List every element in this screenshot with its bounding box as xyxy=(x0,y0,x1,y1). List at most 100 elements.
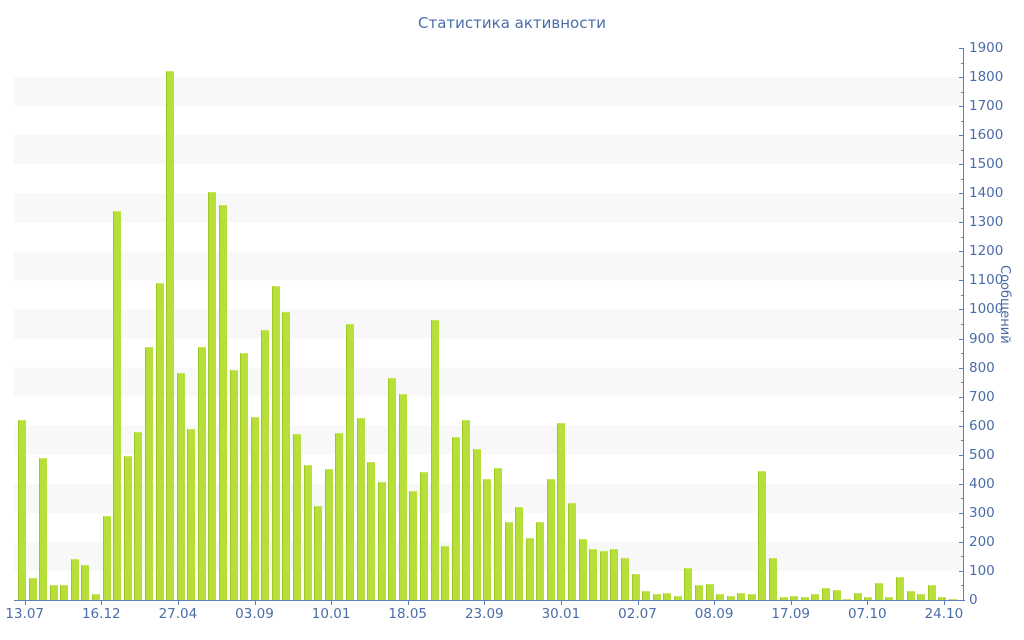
x-axis-line xyxy=(14,599,965,601)
y-minor-tick xyxy=(961,585,964,587)
y-minor-tick xyxy=(961,91,964,93)
bar xyxy=(716,594,725,600)
bar xyxy=(419,472,428,600)
bar xyxy=(821,588,830,600)
bar xyxy=(144,347,153,600)
bar xyxy=(610,549,619,600)
y-major-tick xyxy=(959,222,964,224)
x-tick xyxy=(484,601,486,605)
x-tick xyxy=(943,601,945,605)
bar xyxy=(388,377,397,600)
bar xyxy=(261,329,270,600)
bar xyxy=(790,595,799,600)
y-tick-label: 1900 xyxy=(969,40,1004,56)
y-tick-label: 1200 xyxy=(969,243,1004,260)
bar xyxy=(28,578,37,600)
y-tick-label: 1700 xyxy=(969,98,1004,115)
bar xyxy=(652,594,661,600)
bar xyxy=(271,286,280,600)
bar xyxy=(377,482,386,600)
y-minor-tick xyxy=(961,440,964,442)
y-minor-tick xyxy=(961,294,964,296)
chart-title: Статистика активности xyxy=(418,14,606,32)
bar xyxy=(663,592,672,600)
x-tick-label: 10.01 xyxy=(311,606,351,622)
x-tick xyxy=(24,601,26,605)
bar xyxy=(314,505,323,600)
bar xyxy=(113,210,122,600)
bar xyxy=(684,568,693,600)
x-tick xyxy=(560,601,562,605)
y-tick-label: 600 xyxy=(969,417,995,434)
bar xyxy=(240,353,249,600)
y-major-tick xyxy=(959,106,964,108)
bar xyxy=(885,597,894,600)
bar xyxy=(927,585,936,600)
x-tick xyxy=(254,601,256,605)
y-major-tick xyxy=(959,483,964,485)
bar xyxy=(398,393,407,600)
bar xyxy=(367,462,376,600)
y-major-tick xyxy=(959,367,964,369)
y-tick-label: 1300 xyxy=(969,214,1004,231)
bar xyxy=(673,595,682,600)
y-tick-label: 100 xyxy=(969,562,995,579)
bar xyxy=(70,559,79,600)
y-minor-tick xyxy=(961,178,964,180)
bar xyxy=(599,550,608,600)
bar xyxy=(726,595,735,600)
y-minor-tick xyxy=(961,527,964,529)
y-minor-tick xyxy=(961,324,964,325)
bar xyxy=(938,597,947,600)
bar xyxy=(758,470,767,600)
bar xyxy=(324,469,333,600)
bar xyxy=(208,191,217,600)
y-major-tick xyxy=(959,541,964,543)
bar xyxy=(229,370,238,600)
y-major-tick xyxy=(959,396,964,398)
bar xyxy=(92,594,101,600)
bar xyxy=(483,479,492,600)
y-major-tick xyxy=(959,454,964,456)
bar xyxy=(642,591,651,600)
bar xyxy=(589,549,598,600)
y-tick-label: 0 xyxy=(969,592,978,608)
x-tick xyxy=(867,601,869,605)
bar xyxy=(917,594,926,600)
bar xyxy=(895,576,904,600)
x-tick-label: 07.10 xyxy=(847,606,887,622)
bar xyxy=(494,467,503,600)
y-tick-label: 900 xyxy=(969,330,995,347)
x-tick-label: 02.07 xyxy=(618,606,657,622)
bar xyxy=(441,546,450,600)
y-tick-label: 300 xyxy=(969,504,995,521)
y-tick-label: 1100 xyxy=(969,272,1004,289)
y-major-tick xyxy=(959,193,964,195)
bar xyxy=(123,456,132,600)
y-minor-tick xyxy=(961,207,964,209)
bar xyxy=(747,594,756,600)
bar xyxy=(451,437,460,600)
y-tick-label: 700 xyxy=(969,388,995,405)
x-tick xyxy=(331,601,333,605)
bar xyxy=(335,432,344,600)
bar xyxy=(282,312,291,600)
y-tick-label: 800 xyxy=(969,359,995,376)
y-major-tick xyxy=(959,570,964,572)
bar xyxy=(345,324,354,600)
y-major-tick xyxy=(959,135,964,137)
bar xyxy=(695,585,703,600)
bar xyxy=(948,598,957,600)
y-major-tick xyxy=(959,280,964,282)
x-tick-label: 23.09 xyxy=(464,606,504,622)
bar xyxy=(705,584,714,600)
y-minor-tick xyxy=(961,498,964,500)
y-major-tick xyxy=(959,600,964,601)
y-major-tick xyxy=(959,164,964,166)
bar xyxy=(218,204,227,600)
y-major-tick xyxy=(959,251,964,253)
bar xyxy=(864,597,873,600)
bar xyxy=(525,537,534,600)
x-tick-label: 03.09 xyxy=(235,606,274,622)
